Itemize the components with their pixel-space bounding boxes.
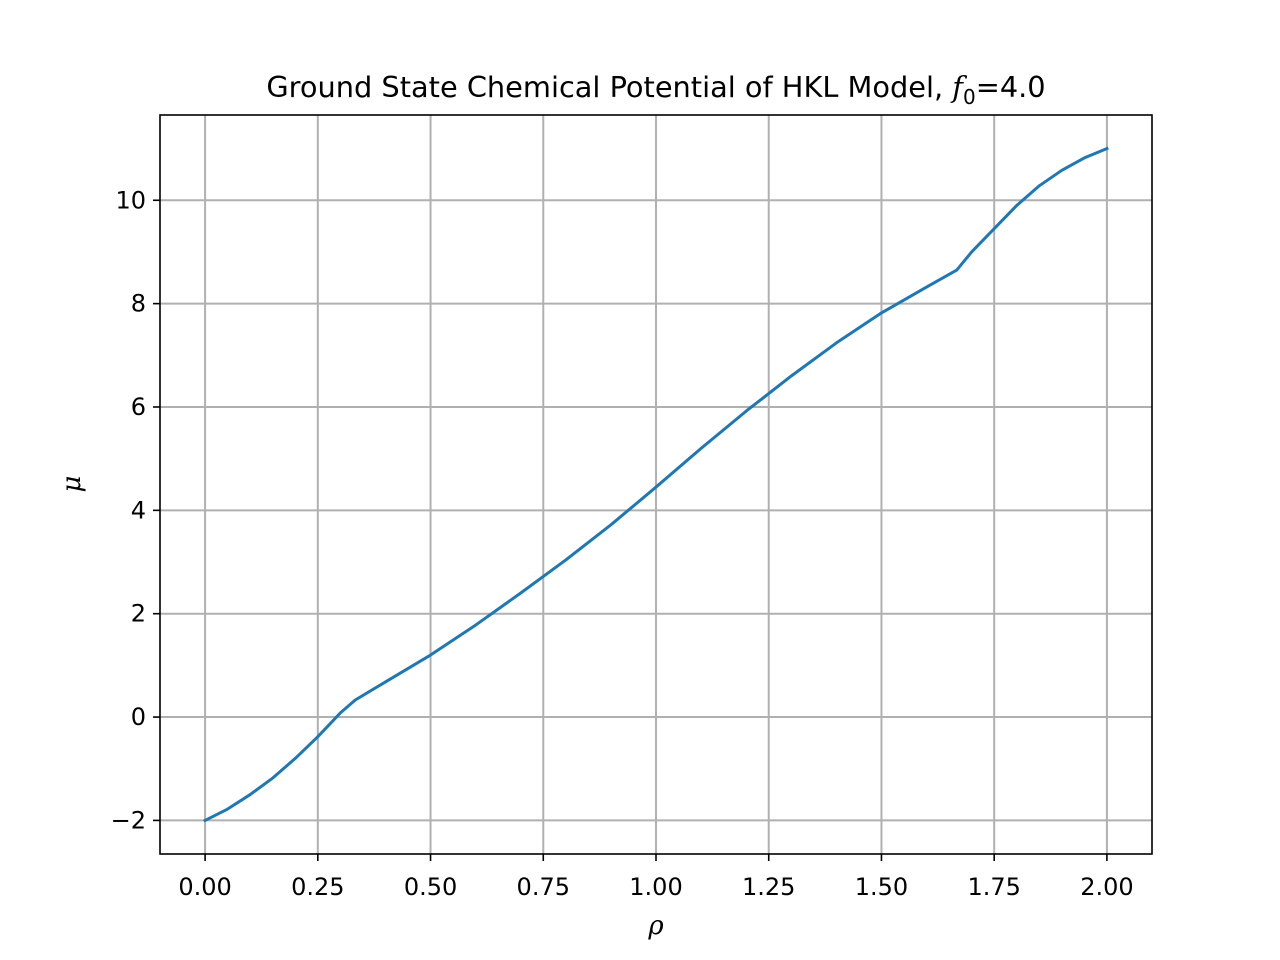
y-tick-label: 0 <box>131 703 146 731</box>
series-line-0 <box>203 146 1109 823</box>
y-tick-label: 10 <box>115 186 146 214</box>
series-group <box>203 146 1109 823</box>
x-tick-label: 1.50 <box>855 873 908 901</box>
y-tick-label: 2 <box>131 600 146 628</box>
x-tick-label: 1.25 <box>742 873 795 901</box>
x-grid <box>204 115 1108 854</box>
chart-title-equals: =4.0 <box>976 70 1046 104</box>
x-tick-label: 0.00 <box>178 873 231 901</box>
x-tick-label: 1.00 <box>629 873 682 901</box>
y-axis-ticks: −2 0 2 4 6 8 10 <box>111 186 160 834</box>
y-tick-label: 4 <box>131 496 146 524</box>
x-tick-label: 0.25 <box>291 873 344 901</box>
x-axis-ticks: 0.00 0.25 0.50 0.75 1.00 1.25 1.50 1.75 2.00 <box>178 854 1134 901</box>
y-tick-label: 8 <box>131 290 146 318</box>
x-tick-label: 2.00 <box>1080 873 1133 901</box>
chart-title-subscript: 0 <box>963 85 976 109</box>
y-tick-label: 6 <box>131 393 146 421</box>
x-tick-label: 0.50 <box>404 873 457 901</box>
chart-title: Ground State Chemical Potential of HKL M… <box>266 70 1045 109</box>
y-axis-label: μ <box>57 476 87 493</box>
chart-title-main: Ground State Chemical Potential of HKL M… <box>266 70 952 104</box>
x-axis-label: ρ <box>647 911 664 941</box>
x-tick-label: 0.75 <box>517 873 570 901</box>
y-grid <box>160 199 1152 822</box>
y-tick-label: −2 <box>111 806 146 834</box>
x-tick-label: 1.75 <box>967 873 1020 901</box>
